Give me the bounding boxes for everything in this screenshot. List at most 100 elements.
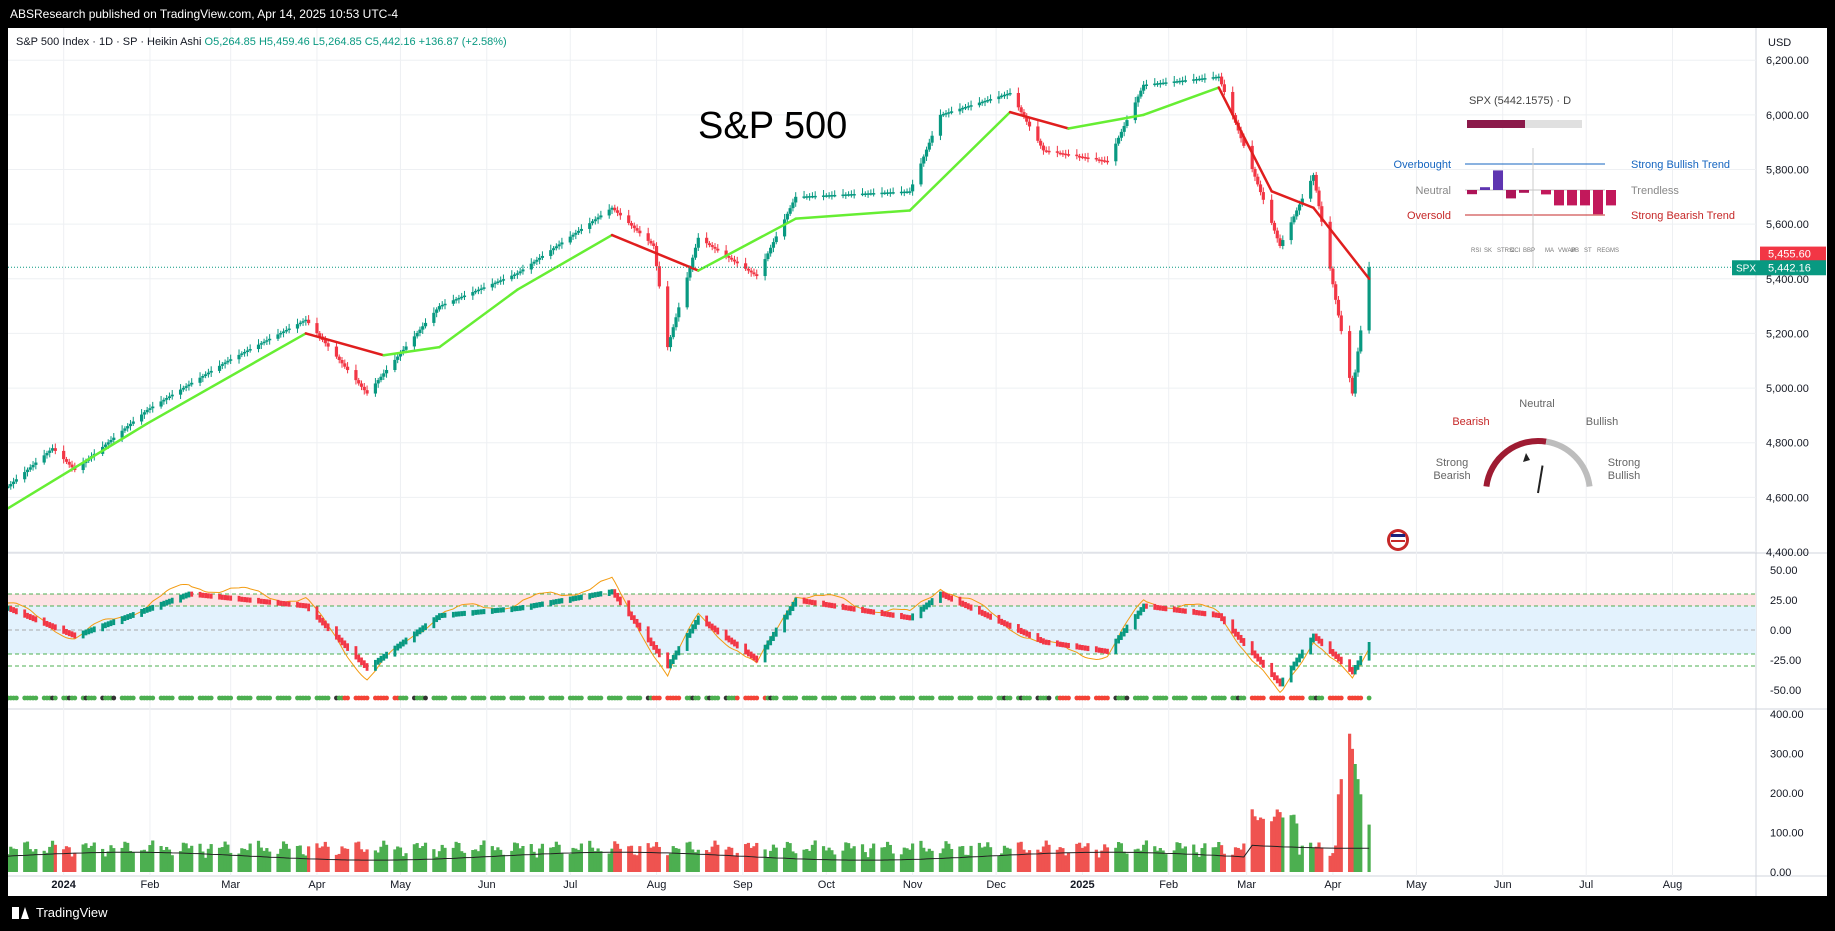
volume-bar xyxy=(1116,842,1121,872)
osc-candle xyxy=(1359,655,1363,666)
candle-body xyxy=(668,337,673,348)
candle-body xyxy=(359,383,364,387)
osc-candle xyxy=(223,595,227,601)
candle-body xyxy=(930,135,934,143)
osc-candle xyxy=(652,641,656,650)
osc-candle xyxy=(245,597,249,603)
publisher-text: ABSResearch published on TradingView.com… xyxy=(10,7,399,21)
osc-candle xyxy=(307,603,311,612)
candle-body xyxy=(755,274,759,277)
osc-candle xyxy=(1161,605,1165,611)
candle-body xyxy=(1214,76,1218,79)
volume-bar xyxy=(1139,850,1143,872)
volume-bar xyxy=(89,845,94,872)
osc-candle xyxy=(126,614,130,620)
candle-body xyxy=(1339,315,1343,332)
status-dot xyxy=(929,695,935,701)
prev-close-tag xyxy=(1760,246,1826,262)
chart-panel[interactable]: USD 6,200.00 6,000.00 5,800.00 5,600.00 5,400… xyxy=(8,28,1827,896)
candle-body xyxy=(103,444,108,447)
volume-bar xyxy=(888,844,892,872)
candle-body xyxy=(379,376,383,381)
volume-bar xyxy=(1300,845,1304,872)
candle-body xyxy=(969,105,973,107)
osc-candle xyxy=(635,618,639,628)
volume-bar xyxy=(1097,857,1101,872)
osc-candle xyxy=(362,660,366,668)
gauge-label: Bearish xyxy=(1433,470,1470,482)
candle-body xyxy=(794,196,798,203)
osc-candle xyxy=(276,599,280,606)
osc-candle xyxy=(552,599,555,605)
osc-candle xyxy=(824,601,828,608)
price-tick-label: 5,200.00 xyxy=(1766,328,1809,340)
volume-bar xyxy=(997,855,1001,872)
candle-body xyxy=(852,194,856,196)
osc-candle xyxy=(696,615,700,625)
candle-body xyxy=(788,208,792,214)
status-dot xyxy=(910,695,916,701)
volume-bar xyxy=(716,844,720,872)
status-dot xyxy=(793,695,799,701)
osc-candle xyxy=(1211,611,1215,618)
volume-bar xyxy=(220,847,224,872)
volume-bar xyxy=(1027,850,1032,872)
osc-candle xyxy=(1083,645,1087,651)
volume-bar xyxy=(501,854,506,872)
volume-bar xyxy=(763,849,767,872)
candle-body xyxy=(980,101,984,104)
candle-body xyxy=(1331,268,1335,285)
osc-candle xyxy=(1253,650,1257,659)
volume-bar xyxy=(31,851,35,872)
moving-average-segment xyxy=(1067,113,1145,130)
candle-body xyxy=(204,374,208,377)
osc-candle xyxy=(1300,649,1304,659)
volume-bar xyxy=(1016,842,1020,872)
volume-bar xyxy=(1278,812,1282,872)
volume-bar xyxy=(1359,794,1363,872)
candle-body xyxy=(632,225,636,229)
volume-bar xyxy=(1192,844,1196,872)
candle-body xyxy=(518,271,522,274)
candle-body xyxy=(229,359,233,361)
osc-candle xyxy=(1203,611,1207,617)
status-dot xyxy=(1182,695,1188,701)
candle-body xyxy=(128,423,133,427)
volume-ma-line xyxy=(8,844,1370,861)
status-dot xyxy=(988,695,993,701)
candle-body xyxy=(493,282,497,285)
status-dot xyxy=(1007,695,1013,701)
candle-body xyxy=(1158,82,1162,85)
osc-candle xyxy=(978,605,981,615)
osc-candle xyxy=(268,599,272,605)
volume-bar xyxy=(268,851,272,872)
osc-candle xyxy=(827,602,831,608)
candle-body xyxy=(262,341,266,344)
osc-candle xyxy=(710,623,714,631)
volume-bar xyxy=(1334,845,1338,872)
price-tick-label: 5,800.00 xyxy=(1766,164,1809,176)
volume-bar xyxy=(1353,764,1357,872)
candle-body xyxy=(627,215,631,224)
candle-body xyxy=(1097,159,1101,161)
osc-candle xyxy=(554,599,558,605)
volume-bar xyxy=(28,849,32,872)
widget-right-bar-label: MS xyxy=(1610,248,1619,254)
volume-bar xyxy=(443,847,447,872)
osc-candle xyxy=(204,593,208,599)
tradingview-logo[interactable]: TradingView xyxy=(12,905,108,920)
osc-candle xyxy=(1222,616,1226,625)
status-dot xyxy=(1366,695,1372,701)
osc-candle xyxy=(396,643,400,651)
osc-candle xyxy=(669,659,672,669)
volume-bar xyxy=(727,846,731,872)
volume-bar xyxy=(707,852,712,872)
osc-candle xyxy=(1292,661,1296,671)
osc-candle xyxy=(201,592,205,598)
volume-bar xyxy=(1317,842,1321,872)
osc-candle xyxy=(385,651,388,659)
volume-bar xyxy=(590,847,595,872)
chart-canvas[interactable]: USD 6,200.00 6,000.00 5,800.00 5,600.00 5,400… xyxy=(8,28,1827,896)
candle-body xyxy=(1055,151,1059,153)
volume-bar xyxy=(941,848,945,872)
